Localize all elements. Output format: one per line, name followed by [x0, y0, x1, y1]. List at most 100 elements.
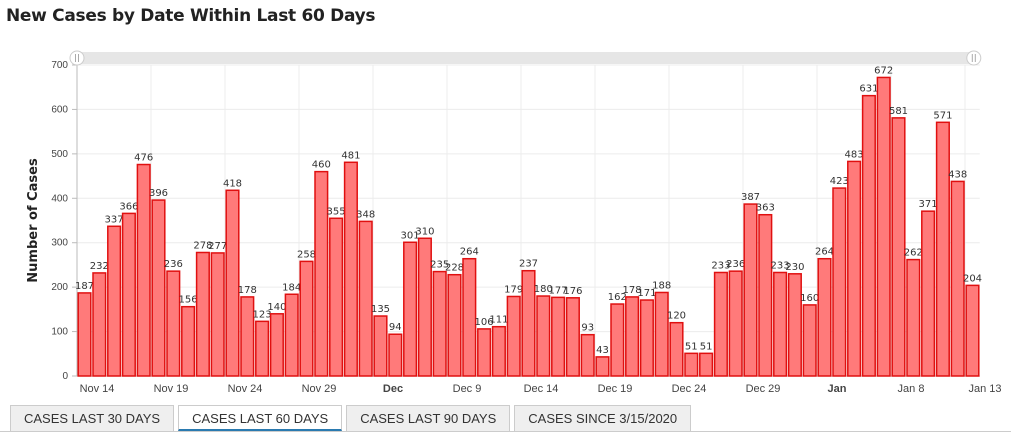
- data-label: 310: [415, 226, 434, 237]
- data-label: 135: [371, 304, 390, 315]
- bar: [269, 313, 284, 377]
- bar: [388, 333, 403, 377]
- data-label: 571: [933, 110, 952, 121]
- x-tick-label: Dec 14: [524, 383, 559, 395]
- x-tick-label: Jan 8: [898, 383, 925, 395]
- data-label: 235: [430, 260, 449, 271]
- bar: [861, 94, 876, 377]
- data-label: 264: [460, 247, 479, 258]
- data-label: 355: [327, 206, 346, 217]
- bar: [876, 76, 891, 377]
- bar: [417, 237, 432, 377]
- data-label: 180: [534, 284, 553, 295]
- x-tick-label: Jan: [828, 383, 847, 395]
- bar: [77, 292, 92, 377]
- bar: [358, 220, 373, 377]
- tab-divider: [0, 431, 1011, 432]
- data-label: 423: [830, 176, 849, 187]
- y-tick-label: 200: [51, 282, 68, 293]
- data-label: 278: [193, 240, 212, 251]
- data-label: 106: [475, 317, 494, 328]
- bar: [580, 333, 595, 377]
- data-label: 387: [741, 192, 760, 203]
- data-label: 236: [726, 259, 745, 270]
- data-label: 123: [253, 309, 272, 320]
- bar: [195, 251, 210, 377]
- data-label: 171: [637, 288, 656, 299]
- range-slider-start-handle[interactable]: [69, 50, 85, 66]
- bar: [225, 189, 240, 377]
- data-label: 177: [549, 285, 568, 296]
- bar-chart: 0 100 200 300 400 500 600 700 Nov 14 Nov 19 Nov 24…: [26, 50, 1002, 395]
- data-label: 228: [445, 263, 464, 274]
- x-tick-label: Jan 13: [968, 383, 1001, 395]
- data-label: 111: [489, 315, 508, 326]
- bar: [506, 295, 521, 377]
- bar: [136, 163, 151, 377]
- range-slider-track: [77, 52, 977, 64]
- data-label: 481: [341, 150, 360, 161]
- bar: [728, 270, 743, 377]
- data-label: 230: [785, 262, 804, 273]
- y-tick-label: 700: [51, 60, 68, 71]
- bar: [373, 315, 388, 377]
- y-tick-label: 600: [51, 104, 68, 115]
- bar: [314, 170, 329, 377]
- data-label: 371: [919, 199, 938, 210]
- data-label: 438: [948, 169, 967, 180]
- x-tick-label: Dec 29: [746, 383, 781, 395]
- data-label: 233: [711, 260, 730, 271]
- data-label: 337: [105, 214, 124, 225]
- bar: [743, 203, 758, 377]
- y-tick-label: 0: [62, 371, 68, 382]
- data-label: 94: [389, 322, 402, 333]
- data-label: 277: [208, 241, 227, 252]
- bar: [240, 296, 255, 377]
- data-label: 160: [800, 293, 819, 304]
- y-tick-label: 400: [51, 193, 68, 204]
- bar: [403, 241, 418, 377]
- data-label: 483: [845, 149, 864, 160]
- bar: [787, 273, 802, 377]
- data-label: 301: [401, 230, 420, 241]
- x-tick-label: Dec 9: [453, 383, 482, 395]
- bar: [565, 297, 580, 377]
- bar: [684, 352, 699, 377]
- data-label: 51: [700, 341, 713, 352]
- x-tick-label: Nov 14: [80, 383, 115, 395]
- tab-cases-last-90-days[interactable]: CASES LAST 90 DAYS: [346, 405, 511, 431]
- data-label: 236: [164, 259, 183, 270]
- data-label: 366: [119, 201, 138, 212]
- data-label: 418: [223, 178, 242, 189]
- bar: [536, 295, 551, 377]
- data-label: 43: [596, 345, 609, 356]
- bar: [847, 160, 862, 377]
- bar: [773, 271, 788, 377]
- data-label: 51: [685, 341, 698, 352]
- bar: [610, 303, 625, 377]
- data-label: 93: [581, 323, 594, 334]
- x-tick-label: Nov 29: [302, 383, 337, 395]
- y-tick-label: 500: [51, 149, 68, 160]
- tab-cases-since-3-15-2020[interactable]: CASES SINCE 3/15/2020: [514, 405, 692, 431]
- bar: [521, 269, 536, 377]
- bar: [151, 199, 166, 377]
- bar: [343, 161, 358, 377]
- bar: [802, 304, 817, 377]
- data-label: 258: [297, 249, 316, 260]
- data-label: 156: [179, 295, 198, 306]
- bar: [551, 296, 566, 377]
- bar: [432, 270, 447, 377]
- range-slider-end-handle[interactable]: [966, 50, 982, 66]
- bar: [832, 187, 847, 377]
- x-tick-label: Nov 19: [154, 383, 189, 395]
- bar: [299, 260, 314, 377]
- data-label: 120: [667, 311, 686, 322]
- data-label: 178: [238, 285, 257, 296]
- tab-cases-last-30-days[interactable]: CASES LAST 30 DAYS: [10, 405, 175, 431]
- data-label: 396: [149, 188, 168, 199]
- tab-cases-last-60-days[interactable]: CASES LAST 60 DAYS: [178, 405, 343, 431]
- data-label: 460: [312, 160, 331, 171]
- data-label: 476: [134, 153, 153, 164]
- bar: [935, 121, 950, 377]
